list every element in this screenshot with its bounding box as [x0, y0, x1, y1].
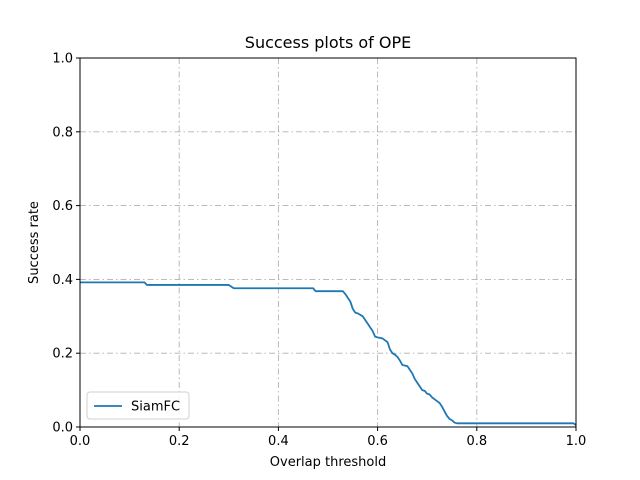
- x-tick-label: 0.2: [169, 434, 190, 449]
- x-axis-label: Overlap threshold: [270, 455, 386, 470]
- legend: SiamFC: [86, 391, 190, 420]
- x-tick-label: 0.6: [367, 434, 388, 449]
- y-tick-label: 0.0: [52, 421, 73, 436]
- chart-title: Success plots of OPE: [245, 33, 411, 52]
- y-tick-label: 0.6: [52, 199, 73, 214]
- y-tick-label: 0.2: [52, 347, 73, 362]
- series-line-siamfc: [80, 281, 577, 426]
- axis-ticks: 0.0 0.2 0.4 0.6 0.8 1.0 0.0 0.2 0.4 0.6 0.8 1.0: [52, 52, 586, 450]
- y-axis-label: Success rate: [27, 201, 42, 284]
- y-tick-label: 1.0: [52, 52, 73, 67]
- x-tick-label: 0.4: [268, 434, 289, 449]
- axes-frame: [79, 57, 577, 428]
- y-tick-label: 0.4: [52, 273, 73, 288]
- x-tick-label: 0.8: [466, 434, 487, 449]
- legend-box: [86, 391, 190, 420]
- grid-lines: [79, 57, 577, 428]
- legend-label-siamfc: SiamFC: [131, 400, 180, 415]
- plot-area: [80, 281, 577, 426]
- x-tick-label: 1.0: [566, 434, 587, 449]
- y-tick-label: 0.8: [52, 125, 73, 140]
- x-tick-label: 0.0: [70, 434, 91, 449]
